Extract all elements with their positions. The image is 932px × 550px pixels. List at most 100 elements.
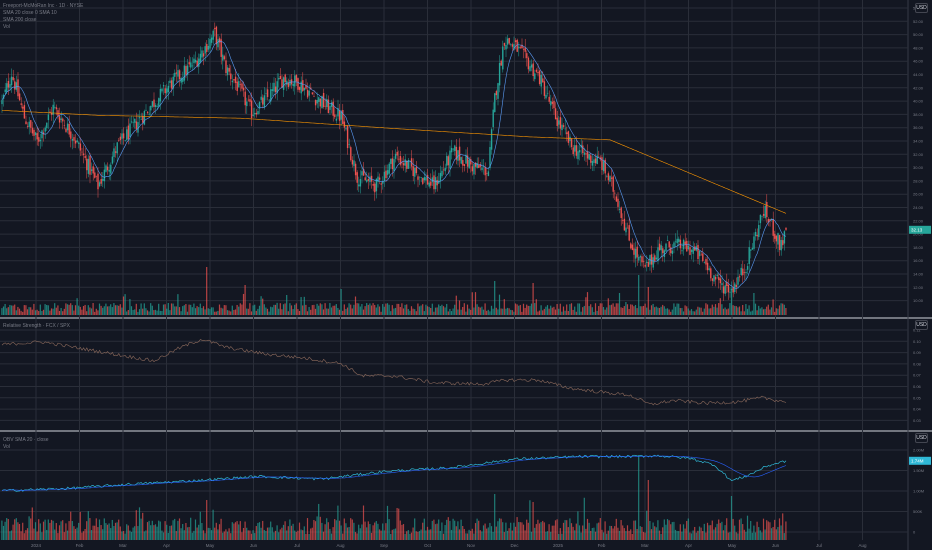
volume-bar [561,311,563,315]
volume-bar [154,309,157,315]
volume-bar [410,306,413,315]
obv-volume-bar [366,527,368,540]
volume-bar [420,305,422,315]
volume-bar [241,304,243,315]
volume-bar [482,309,485,315]
candle-body [255,112,258,115]
candle-body [177,70,179,77]
volume-bar [350,304,352,315]
volume-bar [60,307,62,315]
obv-volume-bar [300,529,302,540]
candle-body [63,125,66,126]
obv-volume-bar [78,522,80,540]
obv-volume-bar [268,527,270,540]
volume-bar [305,304,307,315]
obv-volume-bar [49,522,51,540]
volume-bar [377,304,379,315]
main-currency-button[interactable]: USD [915,3,928,13]
volume-bar [249,303,251,315]
volume-bar [198,307,200,315]
volume-bar [684,305,686,315]
volume-bar [79,306,81,315]
volume-bar [38,311,40,315]
candle-body [508,37,510,44]
obv-volume-bar [378,529,381,540]
candle-body [62,118,64,122]
volume-bar [289,303,291,315]
obv-volume-bar [530,531,533,540]
volume-bar [18,308,21,315]
volume-bar [431,303,433,315]
obv-currency-button[interactable]: USD [915,433,928,443]
candle-body [178,70,181,80]
obv-volume-bar [121,531,123,540]
candle-body [665,243,667,252]
volume-bar [463,303,465,315]
candle-body [511,44,514,47]
volume-bar [164,304,166,315]
volume-bar [116,305,118,315]
volume-bar [454,304,456,315]
obv-volume-bar [10,530,13,540]
volume-bar [682,311,685,315]
candle-body [470,159,472,165]
volume-bar [94,311,96,315]
volume-bar [612,303,614,315]
volume-bar [335,304,337,315]
volume-bar [425,304,427,315]
candle-body [543,81,546,96]
candle-body [158,98,160,107]
obv-volume-bar [127,525,129,540]
obv-volume-bar [242,527,245,540]
x-tick-label: Dec [510,543,519,548]
obv-volume-bar [206,500,208,540]
obv-volume-bar [247,530,249,540]
candle-body [551,101,554,104]
volume-bar [415,311,417,315]
obv-volume-bar [702,531,704,540]
obv-volume-bar [633,520,635,540]
candle-body [631,244,634,250]
volume-bar [276,302,278,315]
candle-body [649,255,651,265]
candle-body [250,100,253,119]
obv-volume-bar [394,528,397,540]
obv-volume-bar [226,531,229,540]
obv-y-tick-label: 1.50M [913,468,924,473]
obv-volume-bar [303,526,305,540]
volume-bar [732,305,734,315]
obv-volume-bar [126,524,128,540]
volume-bar [519,304,521,315]
candle-body [641,256,643,263]
obv-volume-bar [295,531,297,540]
rs-currency-button[interactable]: USD [915,320,928,330]
volume-bar [434,307,437,315]
volume-bar [422,304,424,315]
candle-body [550,101,552,106]
volume-bar [678,303,680,315]
obv-volume-bar [244,521,246,540]
obv-volume-bar [354,532,357,540]
obv-volume-bar [562,522,565,540]
candle-body [103,169,106,182]
volume-bar [236,304,238,315]
volume-bar [470,309,472,315]
volume-bar [274,304,277,315]
candle-body [738,276,741,278]
volume-bar [750,311,752,315]
candle-body [482,166,485,167]
candle-body [652,257,654,268]
volume-bar [255,310,257,315]
candle-body [369,176,371,183]
volume-bar [618,293,621,315]
obv-volume-bar [529,500,531,540]
obv-volume-bar [178,518,181,540]
obv-volume-bar [775,529,777,540]
candle-body [668,241,670,248]
volume-bar [130,306,133,315]
candle-body [89,155,91,175]
candle-body [562,125,565,127]
obv-volume-bar [729,532,731,540]
